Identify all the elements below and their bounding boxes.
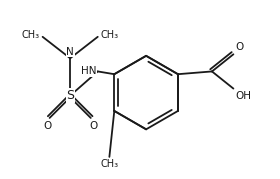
- Text: CH₃: CH₃: [101, 30, 119, 40]
- Text: O: O: [236, 42, 244, 52]
- Text: O: O: [89, 121, 97, 131]
- Text: O: O: [43, 121, 51, 131]
- Text: S: S: [66, 89, 74, 102]
- Text: N: N: [66, 47, 74, 57]
- Text: CH₃: CH₃: [22, 30, 39, 40]
- Text: HN: HN: [81, 66, 96, 76]
- Text: CH₃: CH₃: [100, 159, 118, 169]
- Text: OH: OH: [236, 91, 252, 101]
